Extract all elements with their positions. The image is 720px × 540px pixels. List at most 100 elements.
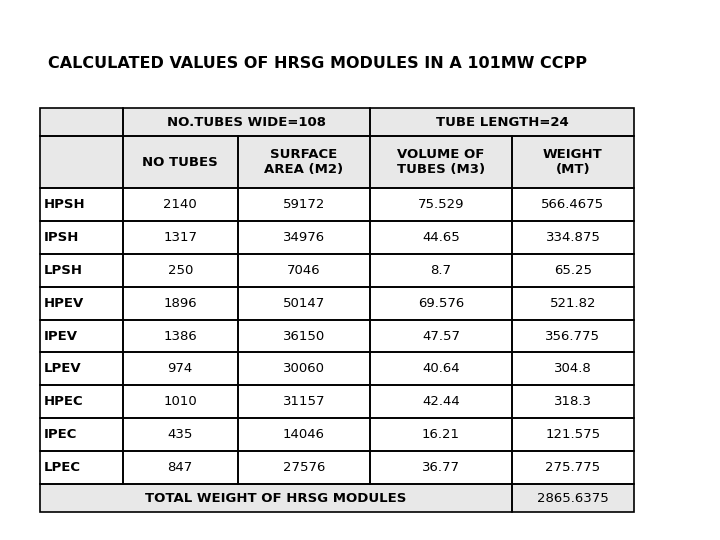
Bar <box>122 386 238 418</box>
Bar <box>122 188 238 221</box>
Bar <box>238 320 370 353</box>
Text: 275.775: 275.775 <box>545 461 600 474</box>
Bar <box>40 221 122 254</box>
Text: LPEC: LPEC <box>44 461 81 474</box>
Bar <box>238 287 370 320</box>
Bar <box>40 386 122 418</box>
Text: 318.3: 318.3 <box>554 395 592 408</box>
Text: 34976: 34976 <box>283 231 325 244</box>
Text: 75.529: 75.529 <box>418 198 464 211</box>
Bar <box>40 353 122 386</box>
Text: IPSH: IPSH <box>44 231 79 244</box>
Bar <box>122 136 238 188</box>
Bar <box>40 221 122 254</box>
Bar <box>122 386 238 418</box>
Text: 42.44: 42.44 <box>422 395 460 408</box>
Bar <box>512 254 634 287</box>
Bar <box>122 188 238 221</box>
Bar <box>370 451 512 484</box>
Bar <box>238 221 370 254</box>
Bar <box>40 386 122 418</box>
Bar <box>122 320 238 353</box>
Bar <box>40 136 122 188</box>
Text: 847: 847 <box>168 461 193 474</box>
Bar <box>238 320 370 353</box>
Text: 59172: 59172 <box>283 198 325 211</box>
Bar <box>370 254 512 287</box>
Text: CALCULATED VALUES OF HRSG MODULES IN A 101MW CCPP: CALCULATED VALUES OF HRSG MODULES IN A 1… <box>48 56 587 71</box>
Bar <box>370 188 512 221</box>
Text: 1010: 1010 <box>163 395 197 408</box>
Text: 1317: 1317 <box>163 231 197 244</box>
Bar <box>122 221 238 254</box>
Bar <box>512 136 634 188</box>
Bar <box>370 386 512 418</box>
Bar <box>370 320 512 353</box>
Bar <box>512 418 634 451</box>
Text: 7046: 7046 <box>287 264 321 276</box>
Bar <box>238 221 370 254</box>
Text: HPEC: HPEC <box>44 395 84 408</box>
Bar <box>512 188 634 221</box>
Bar <box>238 451 370 484</box>
Bar <box>40 254 122 287</box>
Text: 40.64: 40.64 <box>422 362 460 375</box>
Bar <box>370 108 634 136</box>
Text: TUBE LENGTH=24: TUBE LENGTH=24 <box>436 116 568 129</box>
Bar <box>370 254 512 287</box>
Bar <box>40 188 122 221</box>
Text: 974: 974 <box>168 362 193 375</box>
Text: 27576: 27576 <box>283 461 325 474</box>
Text: SURFACE
AREA (M2): SURFACE AREA (M2) <box>264 148 343 176</box>
Bar <box>122 221 238 254</box>
Bar <box>40 353 122 386</box>
Bar <box>122 287 238 320</box>
Bar <box>370 353 512 386</box>
Bar <box>238 418 370 451</box>
Bar <box>122 451 238 484</box>
Bar <box>122 136 238 188</box>
Text: 44.65: 44.65 <box>422 231 460 244</box>
Bar <box>40 287 122 320</box>
Text: NO.TUBES WIDE=108: NO.TUBES WIDE=108 <box>167 116 325 129</box>
Bar <box>122 108 370 136</box>
Bar <box>370 136 512 188</box>
Bar <box>512 287 634 320</box>
Text: 250: 250 <box>168 264 193 276</box>
Text: LPEV: LPEV <box>44 362 81 375</box>
Text: IPEC: IPEC <box>44 428 77 441</box>
Bar <box>40 451 122 484</box>
Bar <box>512 386 634 418</box>
Bar <box>40 320 122 353</box>
Text: VOLUME OF
TUBES (M3): VOLUME OF TUBES (M3) <box>397 148 485 176</box>
Bar <box>238 254 370 287</box>
Bar <box>370 451 512 484</box>
Bar <box>370 136 512 188</box>
Bar <box>238 418 370 451</box>
Text: NO TUBES: NO TUBES <box>143 156 218 168</box>
Bar <box>122 353 238 386</box>
Bar <box>512 484 634 512</box>
Text: 47.57: 47.57 <box>422 329 460 342</box>
Text: 30060: 30060 <box>283 362 325 375</box>
Bar <box>40 188 122 221</box>
Bar <box>512 320 634 353</box>
Text: 36.77: 36.77 <box>422 461 460 474</box>
Text: 435: 435 <box>168 428 193 441</box>
Bar <box>238 386 370 418</box>
Bar <box>40 254 122 287</box>
Bar <box>238 353 370 386</box>
Bar <box>40 484 512 512</box>
Bar <box>40 451 122 484</box>
Bar <box>122 287 238 320</box>
Text: 304.8: 304.8 <box>554 362 592 375</box>
Text: 2865.6375: 2865.6375 <box>537 491 609 504</box>
Text: 521.82: 521.82 <box>549 296 596 309</box>
Bar <box>238 353 370 386</box>
Text: 69.576: 69.576 <box>418 296 464 309</box>
Bar <box>512 136 634 188</box>
Text: LPSH: LPSH <box>44 264 83 276</box>
Text: WEIGHT
(MT): WEIGHT (MT) <box>543 148 603 176</box>
Bar <box>512 386 634 418</box>
Bar <box>512 451 634 484</box>
